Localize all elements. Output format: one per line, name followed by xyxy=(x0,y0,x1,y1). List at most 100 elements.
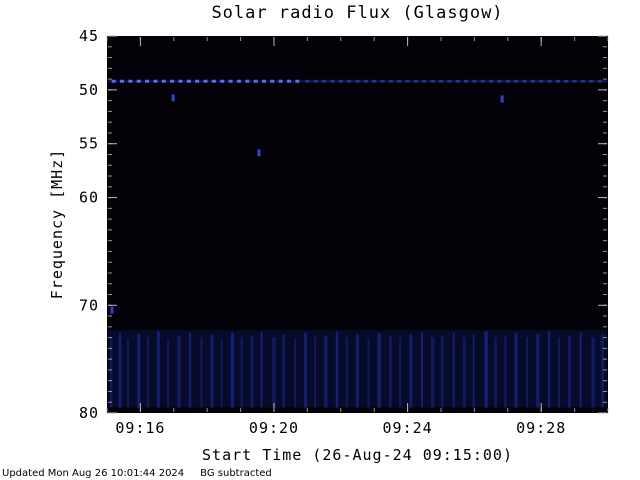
noise-column xyxy=(282,334,285,408)
interference-blob xyxy=(120,79,125,83)
noise-column xyxy=(452,332,455,408)
interference-blob xyxy=(305,79,310,83)
interference-blob xyxy=(161,79,166,83)
interference-blob xyxy=(186,79,191,83)
interference-blob xyxy=(278,79,283,83)
interference-blob xyxy=(530,79,535,83)
noise-column xyxy=(420,331,423,408)
interference-blob xyxy=(430,79,435,83)
interference-blob xyxy=(261,79,266,83)
noise-column xyxy=(430,337,435,408)
interference-blob xyxy=(539,79,544,83)
interference-line xyxy=(107,80,608,82)
noise-column xyxy=(462,337,466,408)
noise-column xyxy=(110,337,113,408)
interference-blob xyxy=(464,79,469,83)
y-tick-label: 55 xyxy=(79,135,99,153)
noise-column xyxy=(591,337,595,408)
noise-column xyxy=(345,337,348,408)
interference-blob xyxy=(203,79,208,83)
y-tick-label: 60 xyxy=(79,189,99,207)
y-tick-label: 50 xyxy=(79,81,99,99)
interference-blob xyxy=(253,79,258,83)
noise-column xyxy=(484,331,488,408)
noise-column xyxy=(441,335,444,408)
y-tick-label: 80 xyxy=(79,404,99,422)
interference-blob xyxy=(245,79,250,83)
interference-blob xyxy=(505,79,510,83)
noise-column xyxy=(504,335,507,408)
interference-blob xyxy=(347,79,352,83)
noise-column xyxy=(210,334,214,408)
interference-blob xyxy=(195,79,200,83)
interference-blob xyxy=(589,79,594,83)
plot-frame xyxy=(107,36,608,413)
interference-blob xyxy=(153,79,158,83)
noise-column xyxy=(547,331,551,408)
x-tick-label: 09:28 xyxy=(516,419,566,437)
signal-point xyxy=(257,149,261,157)
noise-column xyxy=(250,335,254,408)
noise-column xyxy=(526,337,529,408)
noise-column xyxy=(536,334,540,408)
noise-column xyxy=(167,338,170,408)
noise-column xyxy=(579,332,582,408)
chart-title: Solar radio Flux (Glasgow) xyxy=(211,3,504,23)
x-axis-label: Start Time (26-Aug-24 09:15:00) xyxy=(202,446,513,464)
noise-column xyxy=(472,334,475,408)
interference-blob xyxy=(211,79,216,83)
noise-column xyxy=(355,334,359,408)
interference-blob xyxy=(447,79,452,83)
noise-column xyxy=(177,335,181,408)
signal-point xyxy=(500,95,504,103)
x-tick-label: 09:16 xyxy=(115,419,165,437)
interference-blob xyxy=(313,79,318,83)
noise-column xyxy=(389,335,392,408)
interference-blob xyxy=(372,79,377,83)
interference-blob xyxy=(555,79,560,83)
noise-column xyxy=(188,332,192,408)
noise-column xyxy=(494,337,497,408)
footer-updated-text: Updated Mon Aug 26 10:01:44 2024 xyxy=(2,468,185,479)
noise-column xyxy=(230,332,234,408)
noise-column xyxy=(377,332,381,408)
noise-column xyxy=(514,332,518,408)
interference-blob xyxy=(287,79,292,83)
interference-blob xyxy=(547,79,552,83)
noise-column xyxy=(220,338,223,408)
interference-blob xyxy=(388,79,393,83)
interference-blob xyxy=(128,79,133,83)
noise-column xyxy=(127,338,130,408)
interference-blob xyxy=(497,79,502,83)
interference-blob xyxy=(455,79,460,83)
interference-blob xyxy=(220,79,225,83)
interference-blob xyxy=(413,79,418,83)
interference-blob xyxy=(270,79,275,83)
interference-blob xyxy=(228,79,233,83)
interference-blob xyxy=(580,79,585,83)
noise-column xyxy=(601,334,604,408)
noise-column xyxy=(200,337,203,408)
noise-column xyxy=(399,337,402,408)
noise-column xyxy=(314,337,317,408)
footer-bg-subtracted-text: BG subtracted xyxy=(200,468,272,479)
noise-column xyxy=(367,338,370,408)
interference-blob xyxy=(422,79,427,83)
footer: Updated Mon Aug 26 10:01:44 2024 BG subtr… xyxy=(2,468,272,479)
interference-blob xyxy=(170,79,175,83)
noise-column xyxy=(557,337,560,408)
interference-blob xyxy=(295,79,300,83)
noise-column xyxy=(335,331,339,408)
interference-blob xyxy=(111,79,116,83)
interference-blob xyxy=(472,79,477,83)
interference-blob xyxy=(564,79,569,83)
noise-column xyxy=(304,332,308,408)
noise-column xyxy=(567,335,571,408)
interference-blob xyxy=(330,79,335,83)
interference-blob xyxy=(397,79,402,83)
interference-blob xyxy=(380,79,385,83)
interference-blob xyxy=(145,79,150,83)
noise-column xyxy=(147,337,150,408)
